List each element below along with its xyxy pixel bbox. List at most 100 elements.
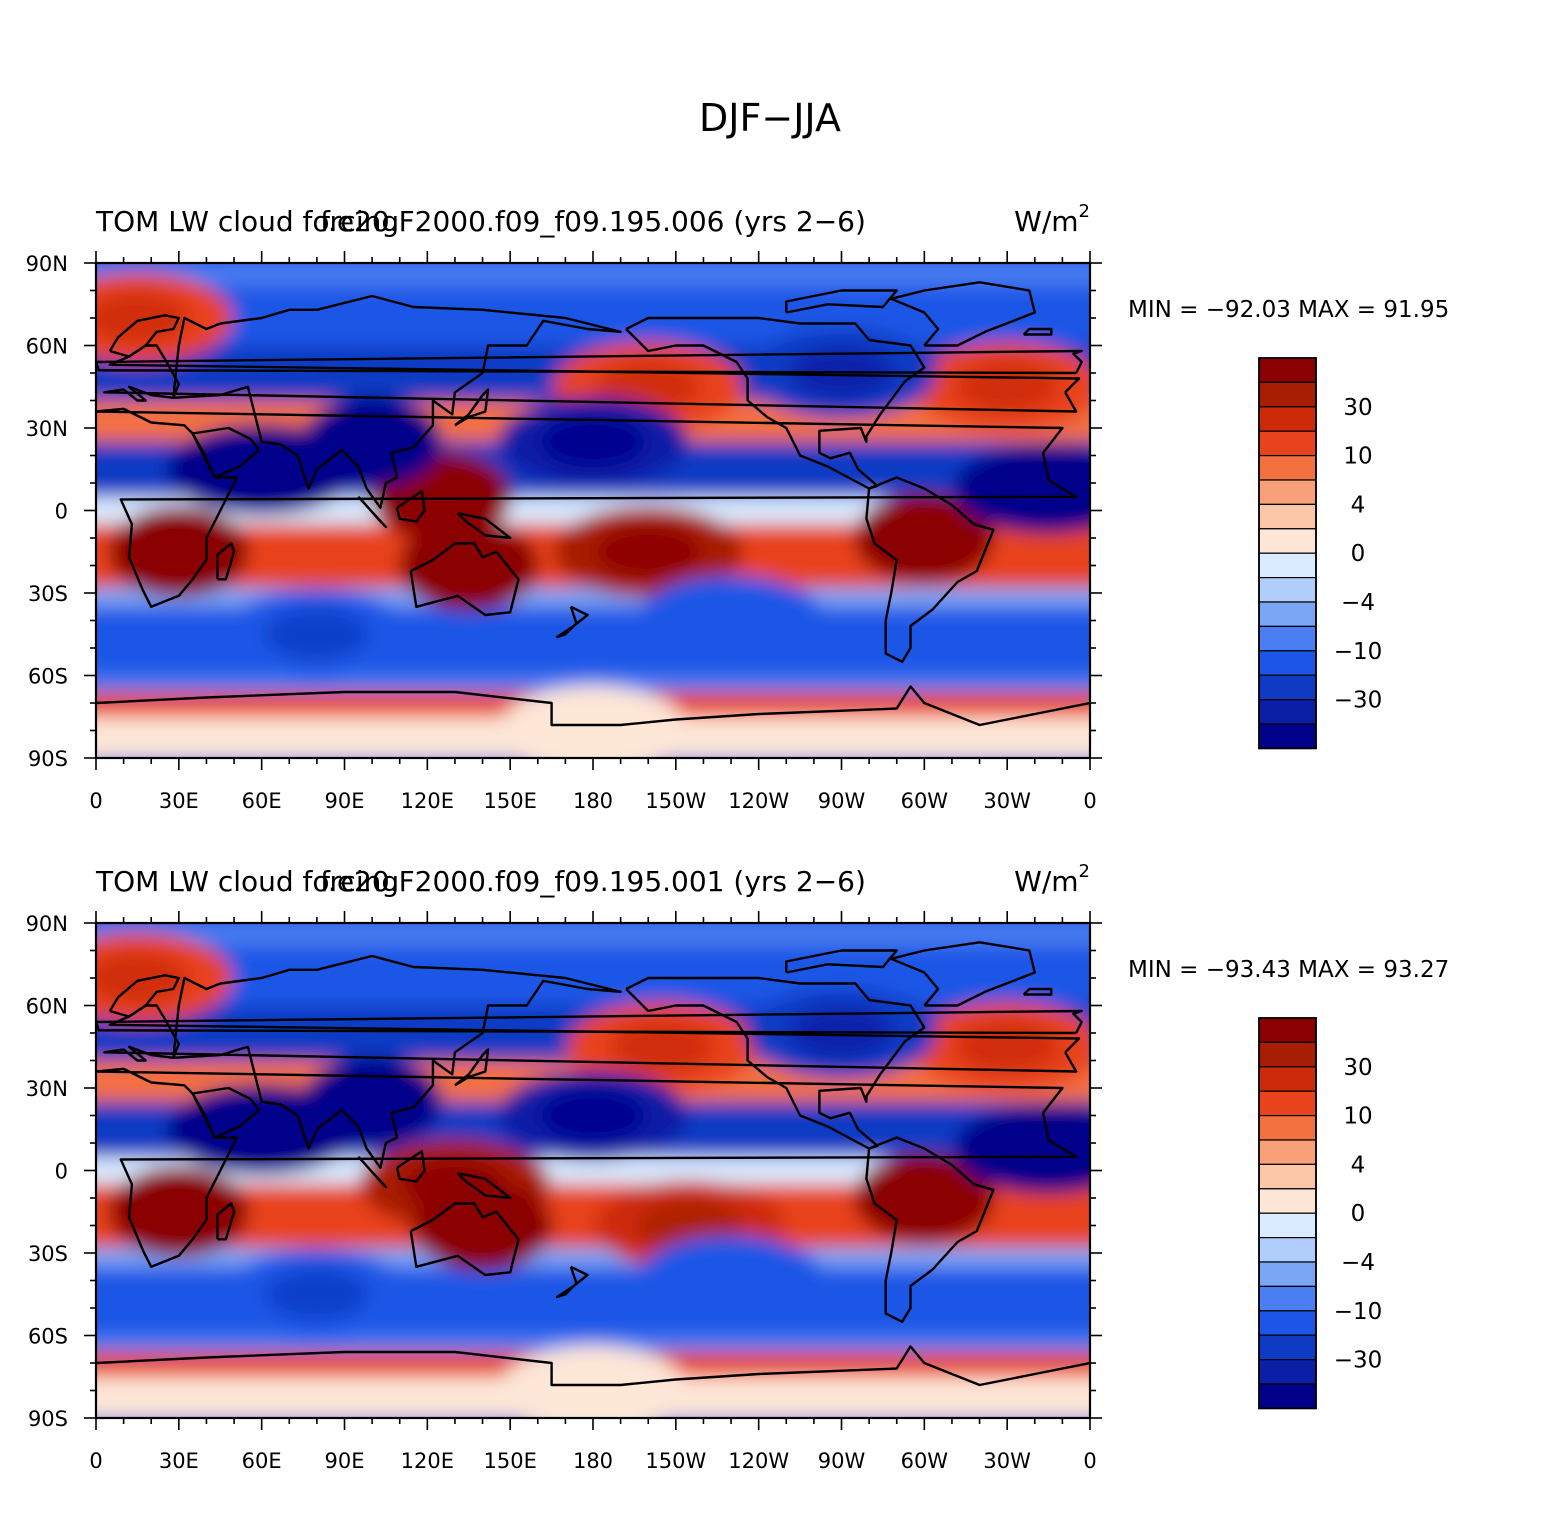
colorbar-swatch xyxy=(1258,381,1317,408)
lon-label: 30W xyxy=(983,1449,1031,1473)
coastline xyxy=(96,1067,1078,1268)
colorbar-swatch xyxy=(1258,1066,1317,1092)
lon-label: 120E xyxy=(401,1449,454,1473)
lon-label: 60E xyxy=(242,789,282,813)
lat-label: 30N xyxy=(26,1077,68,1101)
coastline xyxy=(108,314,180,358)
coastline xyxy=(191,426,261,479)
colorbar-swatch xyxy=(1258,528,1317,554)
colorbar-label: 0 xyxy=(1351,1201,1366,1227)
figure-title: DJF−JJA xyxy=(699,96,841,140)
lon-label: 120E xyxy=(401,789,454,813)
colorbar-swatch xyxy=(1258,1090,1317,1117)
colorbar: −30 −10 −4 0 4 10 30 xyxy=(1258,357,1383,750)
coastline xyxy=(172,294,622,509)
lon-label: 60W xyxy=(901,789,949,813)
coastline xyxy=(409,1202,520,1277)
colorbar-label: −4 xyxy=(1341,590,1375,616)
coastline xyxy=(108,974,180,1018)
colorbar-swatch xyxy=(1258,1285,1317,1312)
colorbar-swatch xyxy=(1258,503,1317,530)
panel-center-title: f.e20.F2000.f09_f09.195.006 (yrs 2−6) xyxy=(320,205,866,238)
lon-label: 90W xyxy=(818,789,866,813)
colorbar-swatch xyxy=(1258,601,1317,627)
coastline xyxy=(357,495,388,529)
lat-label: 60N xyxy=(26,335,68,359)
colorbar-swatch xyxy=(1258,455,1317,481)
colorbar-swatch xyxy=(1258,1212,1317,1239)
coastline xyxy=(96,1345,1090,1387)
lat-label: 30S xyxy=(28,1242,68,1266)
lon-label: 180 xyxy=(573,1449,613,1473)
colorbar-swatch xyxy=(1258,552,1317,579)
lon-label: 150E xyxy=(483,1449,536,1473)
panel-units: W/m2 xyxy=(1014,861,1090,898)
colorbar-swatch xyxy=(1258,357,1317,383)
lat-label: 30S xyxy=(28,582,68,606)
colorbar-swatch xyxy=(1258,1358,1317,1385)
lon-label: 150W xyxy=(645,1449,706,1473)
coastline xyxy=(172,954,622,1169)
coastline xyxy=(1022,987,1053,996)
coastline xyxy=(191,1086,261,1139)
coastline xyxy=(625,976,926,1150)
lon-label: 0 xyxy=(89,789,102,813)
lon-label: 30E xyxy=(159,789,199,813)
panel-left-title: TOM LW cloud forcing xyxy=(95,205,399,238)
map-panel-2: TOM LW cloud forcingf.e20.F2000.f09_f09.… xyxy=(26,861,1450,1473)
colorbar-label: −4 xyxy=(1341,1250,1375,1276)
colorbar-label: 30 xyxy=(1343,1055,1372,1081)
lat-label: 0 xyxy=(55,1160,68,1184)
lon-label: 120W xyxy=(728,1449,789,1473)
colorbar-swatch xyxy=(1258,698,1317,725)
coastline xyxy=(395,1150,426,1183)
colorbar-label: −10 xyxy=(1334,639,1383,665)
colorbar-swatch xyxy=(1258,1017,1317,1043)
colorbar-label: −10 xyxy=(1334,1299,1383,1325)
lat-label: 60S xyxy=(28,1325,68,1349)
colorbar-swatch xyxy=(1258,625,1317,652)
lat-label: 90S xyxy=(28,1407,68,1431)
lon-label: 120W xyxy=(728,789,789,813)
lon-label: 30E xyxy=(159,1449,199,1473)
colorbar-label: 0 xyxy=(1351,541,1366,567)
lon-label: 150W xyxy=(645,789,706,813)
coastline xyxy=(890,281,1036,347)
colorbar-label: −30 xyxy=(1334,688,1383,714)
map-field xyxy=(96,263,1090,758)
colorbar-label: 30 xyxy=(1343,395,1372,421)
lon-label: 90E xyxy=(325,789,365,813)
colorbar-swatch xyxy=(1258,1188,1317,1214)
coastline xyxy=(96,407,1078,608)
coastline xyxy=(865,476,995,663)
coastline xyxy=(409,542,520,617)
colorbar-swatch xyxy=(1258,1334,1317,1361)
colorbar-label: 10 xyxy=(1343,444,1372,470)
lat-label: 60S xyxy=(28,665,68,689)
colorbar-swatch xyxy=(1258,576,1317,603)
lon-label: 90W xyxy=(818,1449,866,1473)
panel-units: W/m2 xyxy=(1014,201,1090,238)
coastline xyxy=(1022,327,1053,336)
coastline xyxy=(216,1202,236,1241)
lon-label: 30W xyxy=(983,789,1031,813)
map-field xyxy=(96,923,1090,1418)
coastline xyxy=(395,490,426,523)
coastline xyxy=(456,512,512,540)
colorbar-swatch xyxy=(1258,723,1317,749)
lon-label: 0 xyxy=(89,1449,102,1473)
lon-label: 60W xyxy=(901,1449,949,1473)
colorbar-swatch xyxy=(1258,650,1317,676)
lat-label: 0 xyxy=(55,500,68,524)
colorbar-label: 4 xyxy=(1351,1152,1366,1178)
lat-label: 60N xyxy=(26,995,68,1019)
colorbar-swatch xyxy=(1258,674,1317,701)
lon-label: 0 xyxy=(1083,789,1096,813)
coastline xyxy=(785,289,898,314)
colorbar-swatch xyxy=(1258,1041,1317,1068)
colorbar-swatch xyxy=(1258,479,1317,505)
panel-center-title: f.e20.F2000.f09_f09.195.001 (yrs 2−6) xyxy=(320,865,866,898)
coastline xyxy=(96,685,1090,727)
coastline xyxy=(96,349,1083,375)
panel-left-title: TOM LW cloud forcing xyxy=(95,865,399,898)
